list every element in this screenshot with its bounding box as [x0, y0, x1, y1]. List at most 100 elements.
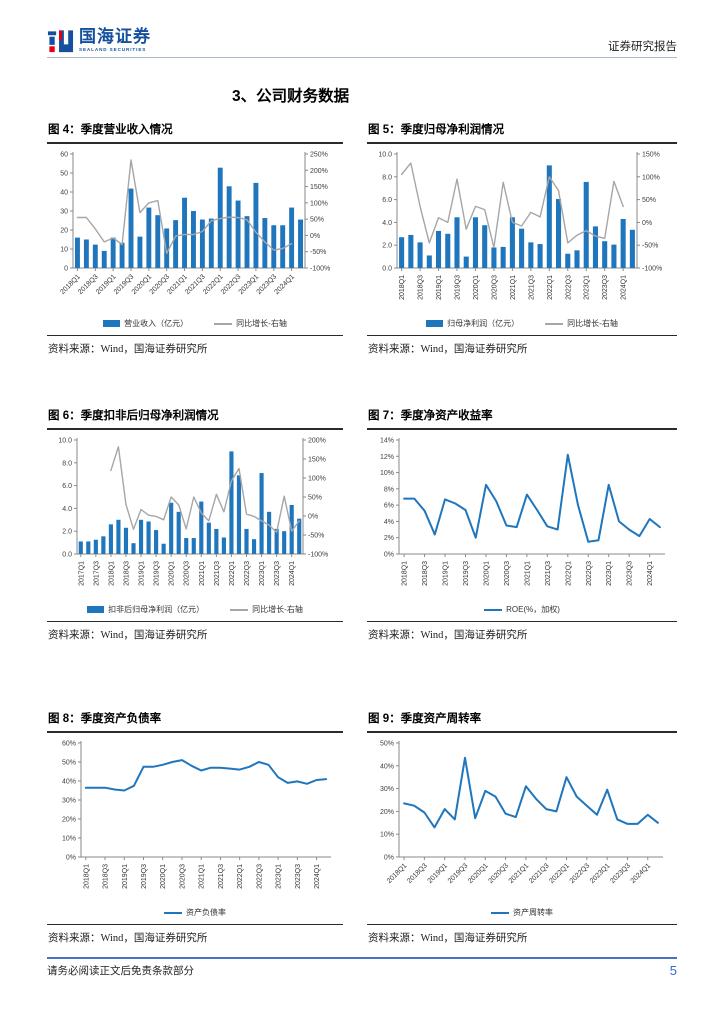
svg-text:40%: 40% [380, 763, 394, 770]
svg-text:2018Q1: 2018Q1 [399, 275, 406, 300]
source-note: 资料来源：Wind，国海证券研究所 [367, 620, 677, 642]
figure-title: 图 5：季度归母净利润情况 [367, 123, 677, 144]
svg-text:0: 0 [64, 265, 68, 272]
svg-text:2022Q3: 2022Q3 [569, 862, 592, 885]
svg-text:2019Q3: 2019Q3 [141, 864, 148, 889]
source-note: 资料来源：Wind，国海证券研究所 [47, 334, 343, 356]
x-axis-labels: 2017Q1 2017Q3 2018Q1 2018Q3 2019Q1 2019Q3 2020… [78, 553, 296, 586]
svg-text:2022Q3: 2022Q3 [565, 275, 572, 300]
svg-text:2023Q1: 2023Q1 [606, 561, 613, 586]
svg-text:2022Q1: 2022Q1 [229, 561, 236, 586]
svg-text:2021Q3: 2021Q3 [218, 864, 225, 889]
svg-text:2.0: 2.0 [382, 243, 392, 250]
svg-text:40%: 40% [62, 778, 76, 785]
left-axis-labels: 0% 10% 20% 30% 40% 50% [380, 740, 399, 861]
brand-text: 国海证券 SEALAND SECURITIES [79, 28, 151, 53]
chart-legend: 归母净利润（亿元） 同比增长-右轴 [367, 317, 677, 331]
chart-canvas: 0.0 2.0 4.0 6.0 8.0 10.0 -100% -50% 0% 50% 100% 150… [47, 432, 343, 609]
svg-text:2018Q1: 2018Q1 [83, 864, 90, 889]
page-header: 国海证券 SEALAND SECURITIES 证券研究报告 [47, 28, 677, 58]
legend-line-swatch-icon [545, 322, 564, 325]
chart-svg: 0%2%4%6%8%10%12%14%2018Q1 2018Q3 2019Q1 201… [380, 437, 665, 586]
svg-text:2018Q3: 2018Q3 [422, 561, 429, 586]
line-series [403, 453, 661, 543]
svg-text:20%: 20% [380, 809, 394, 816]
header-divider [47, 57, 677, 58]
disclaimer-note: 请务必阅读正文后免责条款部分 [47, 965, 194, 977]
svg-text:-50%: -50% [308, 532, 324, 539]
svg-text:2021Q1: 2021Q1 [510, 275, 517, 300]
svg-text:2023Q3: 2023Q3 [609, 862, 632, 885]
svg-text:2021Q1: 2021Q1 [199, 864, 206, 889]
figure-title: 图 8：季度资产负债率 [47, 712, 343, 733]
svg-text:2018Q3: 2018Q3 [123, 561, 130, 586]
line-series [76, 159, 293, 254]
legend-item: 资产负债率 [164, 907, 226, 918]
svg-text:2020Q3: 2020Q3 [487, 862, 510, 885]
svg-text:2023Q3: 2023Q3 [274, 561, 281, 586]
svg-text:14%: 14% [380, 437, 394, 444]
svg-text:6.0: 6.0 [62, 483, 72, 490]
chart-svg: 0.0 2.0 4.0 6.0 8.0 10.0 -100% -50% 0% 50% 100% 150… [58, 437, 328, 586]
svg-text:20%: 20% [62, 816, 76, 823]
svg-text:2021Q3: 2021Q3 [528, 862, 551, 885]
svg-text:10.0: 10.0 [378, 151, 392, 158]
svg-text:2024Q1: 2024Q1 [273, 273, 296, 296]
svg-text:2020Q1: 2020Q1 [473, 275, 480, 300]
svg-text:10%: 10% [380, 470, 394, 477]
svg-text:100%: 100% [310, 200, 328, 207]
svg-text:2023Q1: 2023Q1 [589, 862, 612, 885]
svg-text:2018Q1: 2018Q1 [402, 561, 409, 586]
figure-block-fig4: 图 4：季度营业收入情况 0 10 20 30 40 50 60 -100% -50% 0% 50% 1… [47, 123, 343, 356]
right-axis-labels: -100% -50% 0% 50% 100% 150% 200% [303, 437, 328, 558]
svg-text:4.0: 4.0 [62, 506, 72, 513]
page-number: 5 [669, 962, 677, 978]
axis-lines [398, 437, 665, 555]
legend-label: 资产周转率 [513, 908, 553, 918]
brand-name-en: SEALAND SECURITIES [79, 47, 147, 52]
svg-text:2024Q1: 2024Q1 [630, 862, 653, 885]
left-axis-labels: 0.0 2.0 4.0 6.0 8.0 10.0 [378, 151, 397, 272]
legend-item: 同比增长-右轴 [214, 318, 287, 329]
svg-text:150%: 150% [308, 456, 326, 463]
svg-text:2018Q3: 2018Q3 [418, 275, 425, 300]
chart-canvas: 0.0 2.0 4.0 6.0 8.0 10.0 -100% -50% 0% 50% 100% 150… [367, 146, 677, 323]
svg-text:10%: 10% [380, 832, 394, 839]
line-series [84, 758, 328, 792]
svg-text:2019Q1: 2019Q1 [436, 275, 443, 300]
legend-bar-swatch-icon [103, 320, 121, 328]
left-axis-labels: 0% 2% 4% 6% 8% 10% 12% 14% [380, 437, 399, 558]
legend-label: 同比增长-右轴 [252, 605, 303, 615]
svg-text:2019Q1: 2019Q1 [139, 561, 146, 586]
report-type-label: 证券研究报告 [608, 41, 677, 53]
svg-text:2022Q1: 2022Q1 [565, 561, 572, 586]
figures-grid: 图 4：季度营业收入情况 0 10 20 30 40 50 60 -100% -50% 0% 50% 1… [47, 123, 677, 945]
svg-text:-100%: -100% [642, 265, 662, 272]
figure-block-fig9: 图 9：季度资产周转率 0% 10% 20% 30% 40% 50% 2018Q1 2018Q3… [367, 712, 677, 945]
svg-text:8%: 8% [384, 486, 394, 493]
svg-text:2018Q3: 2018Q3 [103, 864, 110, 889]
legend-line-swatch-icon [214, 322, 233, 325]
legend-item: ROE(%，加权) [484, 604, 560, 615]
svg-text:50%: 50% [308, 494, 322, 501]
svg-text:2020Q1: 2020Q1 [467, 862, 490, 885]
svg-text:2018Q3: 2018Q3 [406, 862, 429, 885]
svg-text:2020Q3: 2020Q3 [491, 275, 498, 300]
svg-text:0%: 0% [310, 233, 320, 240]
svg-text:2023Q1: 2023Q1 [276, 864, 283, 889]
svg-text:2024Q1: 2024Q1 [647, 561, 654, 586]
svg-text:2021Q3: 2021Q3 [528, 275, 535, 300]
svg-text:4.0: 4.0 [382, 220, 392, 227]
svg-text:2021Q3: 2021Q3 [545, 561, 552, 586]
svg-text:2018Q1: 2018Q1 [108, 561, 115, 586]
svg-text:30%: 30% [380, 786, 394, 793]
svg-text:2023Q1: 2023Q1 [259, 561, 266, 586]
svg-text:200%: 200% [308, 437, 326, 444]
chart-legend: 资产负债率 [47, 906, 343, 920]
x-axis-labels: 2018Q12018Q32019Q12019Q32020Q12020Q32021… [386, 856, 653, 885]
svg-text:2024Q1: 2024Q1 [314, 864, 321, 889]
svg-text:8.0: 8.0 [382, 174, 392, 181]
legend-bar-swatch-icon [87, 606, 105, 614]
